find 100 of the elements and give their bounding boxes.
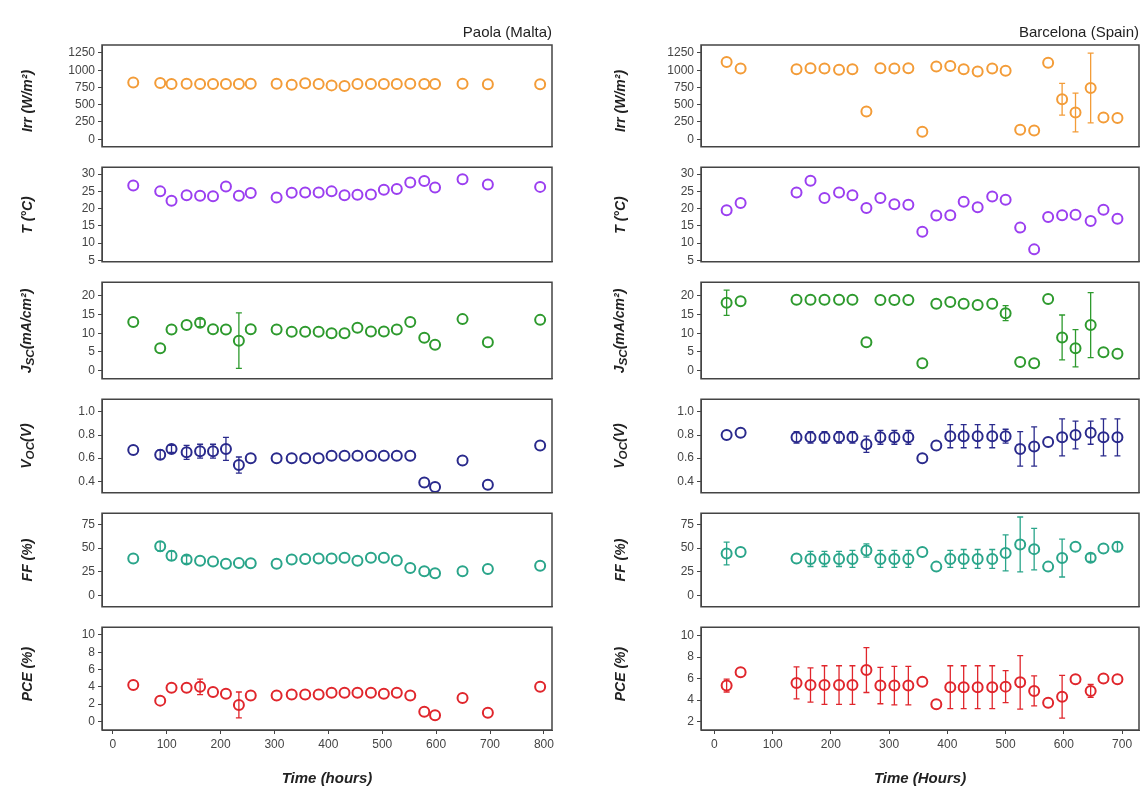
point (902, 62, 915, 75)
point (944, 295, 957, 308)
point (1056, 690, 1069, 703)
y-tick-label: 10 (680, 628, 695, 643)
y-tick-label: 6 (687, 670, 695, 685)
point (734, 426, 747, 439)
point (1042, 435, 1055, 448)
point (429, 481, 442, 493)
point (790, 552, 803, 565)
point (804, 293, 817, 306)
point (325, 327, 338, 340)
point (833, 293, 846, 306)
point (312, 186, 325, 199)
point (957, 63, 970, 76)
point (377, 687, 390, 700)
point (180, 189, 193, 202)
y-tick-label: 2 (687, 713, 695, 728)
point (944, 552, 957, 565)
point (270, 557, 283, 570)
y-tick-label: 25 (81, 183, 96, 198)
point (219, 323, 232, 336)
point (860, 336, 873, 349)
point (734, 666, 747, 679)
point (299, 452, 312, 465)
x-tick-label: 200 (820, 736, 842, 751)
x-tick-label: 100 (762, 736, 783, 751)
point (971, 298, 984, 311)
point (207, 323, 220, 336)
point (1028, 440, 1041, 453)
point (888, 679, 901, 692)
x-tick-label: 800 (533, 736, 555, 751)
point (916, 357, 929, 370)
y-tick-label: 0.6 (78, 450, 96, 465)
point (338, 551, 351, 564)
point (944, 430, 957, 443)
point (860, 664, 873, 677)
point (818, 191, 831, 204)
point (986, 297, 999, 310)
point (219, 557, 232, 570)
point (270, 191, 283, 204)
point (429, 567, 442, 580)
point (790, 63, 803, 76)
point (534, 313, 547, 326)
x-tick-label: 200 (210, 736, 231, 751)
point (986, 62, 999, 75)
point (1111, 112, 1124, 125)
y-tick-label: 75 (680, 516, 695, 531)
y-tick-label: 250 (74, 114, 96, 129)
y-tick-label: 20 (81, 200, 96, 215)
y-tick-label: 750 (673, 79, 695, 94)
point (325, 552, 338, 565)
point (244, 187, 257, 200)
y-tick-label: 750 (74, 79, 96, 94)
point (456, 454, 469, 467)
point (1056, 431, 1069, 444)
point (1069, 342, 1082, 355)
x-tick-label: 400 (937, 736, 958, 751)
x-tick-label: 0 (711, 736, 719, 751)
point (429, 338, 442, 351)
point (916, 125, 929, 138)
point (944, 209, 957, 222)
y-tick-label: 15 (680, 218, 695, 233)
point (930, 209, 943, 222)
y-tick-label: 20 (680, 288, 695, 303)
point (364, 551, 377, 564)
point (888, 198, 901, 211)
y-tick-label: 10 (81, 235, 96, 250)
point (720, 56, 733, 69)
point (930, 297, 943, 310)
y-tick-label: 1.0 (677, 404, 695, 419)
point (481, 562, 494, 575)
y-tick-label: 5 (687, 344, 695, 359)
point (194, 554, 207, 567)
x-tick-label: 700 (1112, 736, 1133, 751)
y-tick-label: 25 (680, 183, 695, 198)
point (790, 676, 803, 689)
point (232, 189, 245, 202)
point (404, 316, 417, 329)
point (1069, 673, 1082, 686)
point (219, 687, 232, 700)
x-tick-label: 500 (995, 736, 1016, 751)
point (1028, 124, 1041, 137)
y-tick-label: 0 (687, 362, 695, 377)
x-tick-label: 600 (426, 736, 447, 751)
y-tick-label: 25 (680, 564, 695, 579)
point (534, 439, 547, 452)
point (377, 449, 390, 462)
point (1084, 426, 1097, 439)
point (734, 197, 747, 210)
point (846, 63, 859, 76)
y-tick-label: 1000 (667, 62, 695, 77)
point (364, 686, 377, 699)
point (244, 689, 257, 702)
point (338, 686, 351, 699)
point (986, 190, 999, 203)
point (804, 679, 817, 692)
y-axis-title: PCE (%) (612, 646, 628, 701)
point (944, 59, 957, 72)
point (364, 188, 377, 201)
point (720, 547, 733, 560)
